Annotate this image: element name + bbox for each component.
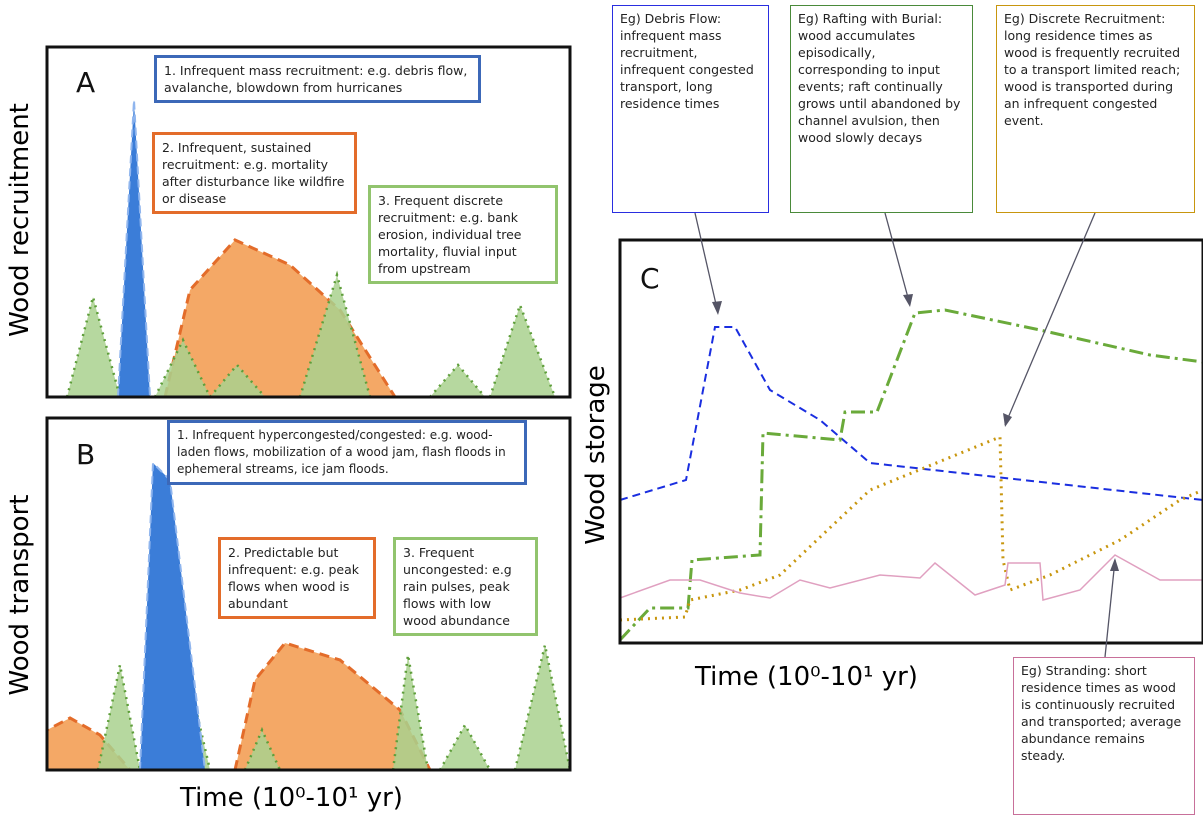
y-axis-label: Wood recruitment [5, 103, 35, 337]
note: Eg) Discrete Recruitment: long residence… [996, 5, 1195, 213]
note: Eg) Rafting with Burial: wood accumulate… [790, 5, 973, 213]
note: 2. Infrequent, sustained recruitment: e.… [152, 132, 357, 214]
panel-b-shapes [45, 416, 572, 772]
panel-a-shapes [45, 45, 572, 399]
y-axis-label: Wood transport [5, 494, 35, 696]
y-axis-label: Wood storage [581, 365, 611, 545]
note: 3. Frequent discrete recruitment: e.g. b… [368, 185, 558, 284]
note: 1. Infrequent mass recruitment: e.g. deb… [154, 55, 481, 103]
panel-c-shapes [618, 212, 1203, 658]
panel-label: B [76, 438, 96, 471]
note: Eg) Debris Flow: infrequent mass recruit… [612, 5, 769, 213]
panel-label: C [640, 262, 660, 295]
x-axis-label: Time (10⁰-10¹ yr) [695, 662, 918, 692]
x-axis-label: Time (10⁰-10¹ yr) [180, 783, 403, 813]
note: 2. Predictable but infrequent: e.g. peak… [218, 537, 376, 619]
note: Eg) Stranding: short residence times as … [1013, 657, 1195, 815]
panel-label: A [76, 66, 96, 99]
note: 3. Frequent uncongested: e.g rain pulses… [393, 537, 538, 636]
note: 1. Infrequent hypercongested/congested: … [167, 420, 527, 485]
